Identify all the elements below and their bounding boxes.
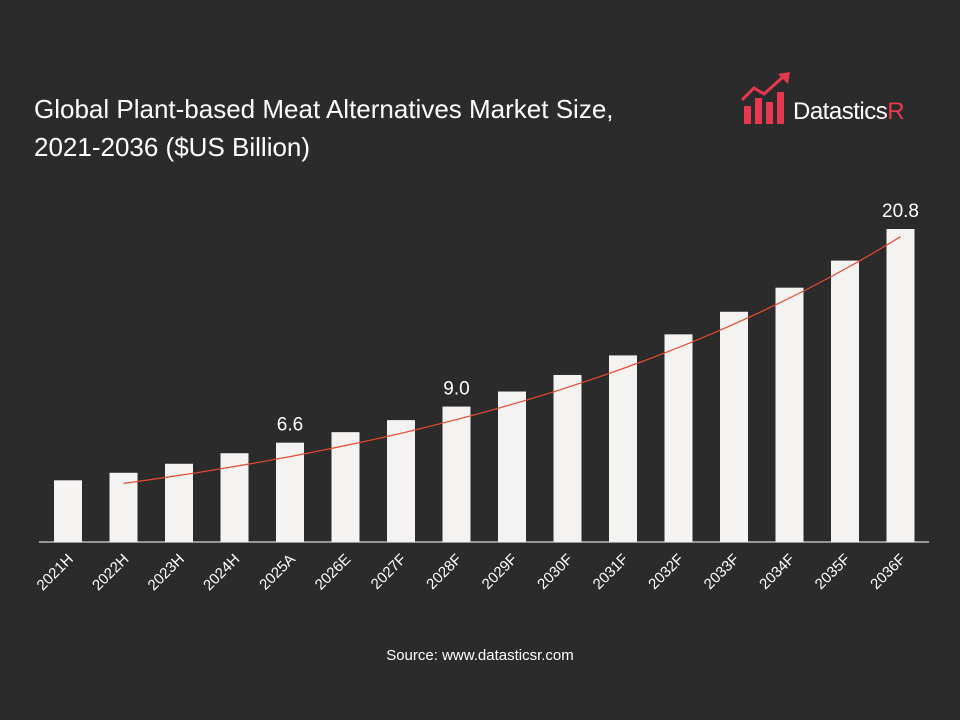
brand-name: DatasticsR — [793, 98, 905, 125]
bar-2028F — [442, 406, 471, 542]
bar-2027F — [387, 420, 415, 542]
x-tick-label: 2029F — [479, 551, 521, 593]
data-label: 6.6 — [277, 415, 303, 436]
bar-2032F — [664, 334, 693, 542]
bar-2036F — [886, 229, 915, 542]
x-tick-label: 2031F — [590, 551, 632, 593]
x-tick-label: 2034F — [756, 551, 798, 593]
x-tick-labels: 2021H 2022H 2023H 2024H 2025A 2026E 2027F 2028F… — [34, 551, 910, 594]
bar-2034F — [775, 287, 804, 542]
x-tick-label: 2028F — [423, 551, 465, 593]
source-note: Source: www.datasticsr.com — [386, 647, 574, 664]
bar-2029F — [498, 391, 526, 542]
bar-2026E — [331, 432, 360, 542]
x-tick-label: 2027F — [368, 551, 410, 593]
data-label: 20.8 — [882, 201, 919, 222]
bar-2031F — [609, 355, 637, 542]
bar-2025A — [276, 442, 304, 542]
chart-title-line-2: 2021-2036 ($US Billion) — [34, 132, 311, 162]
x-tick-label: 2021H — [34, 551, 77, 594]
brand-logo: DatasticsR — [740, 70, 940, 130]
x-tick-label: 2036F — [867, 551, 909, 593]
x-tick-label: 2030F — [534, 551, 576, 593]
chart-growth-icon — [740, 72, 790, 124]
x-tick-label: 2022H — [89, 551, 132, 594]
data-label: 9.0 — [443, 379, 469, 400]
x-tick-label: 2024H — [200, 551, 243, 594]
bars — [54, 229, 915, 542]
bar-2022H — [109, 472, 138, 542]
bar-2033F — [720, 311, 748, 542]
chart-title: Global Plant-based Meat Alternatives Mar… — [34, 90, 714, 166]
chart-title-line-1: Global Plant-based Meat Alternatives Mar… — [34, 94, 614, 124]
x-tick-label: 2025A — [256, 551, 299, 594]
bar-2021H — [54, 480, 82, 542]
x-tick-label: 2026E — [312, 551, 355, 594]
bar-2035F — [831, 260, 859, 542]
bar-2030F — [553, 374, 582, 542]
x-tick-label: 2035F — [812, 551, 854, 593]
x-tick-label: 2023H — [145, 551, 188, 594]
trend-line — [123, 236, 901, 484]
data-labels: 6.6 9.0 20.8 — [277, 201, 919, 436]
x-tick-label: 2032F — [645, 551, 687, 593]
x-tick-label: 2033F — [701, 551, 743, 593]
